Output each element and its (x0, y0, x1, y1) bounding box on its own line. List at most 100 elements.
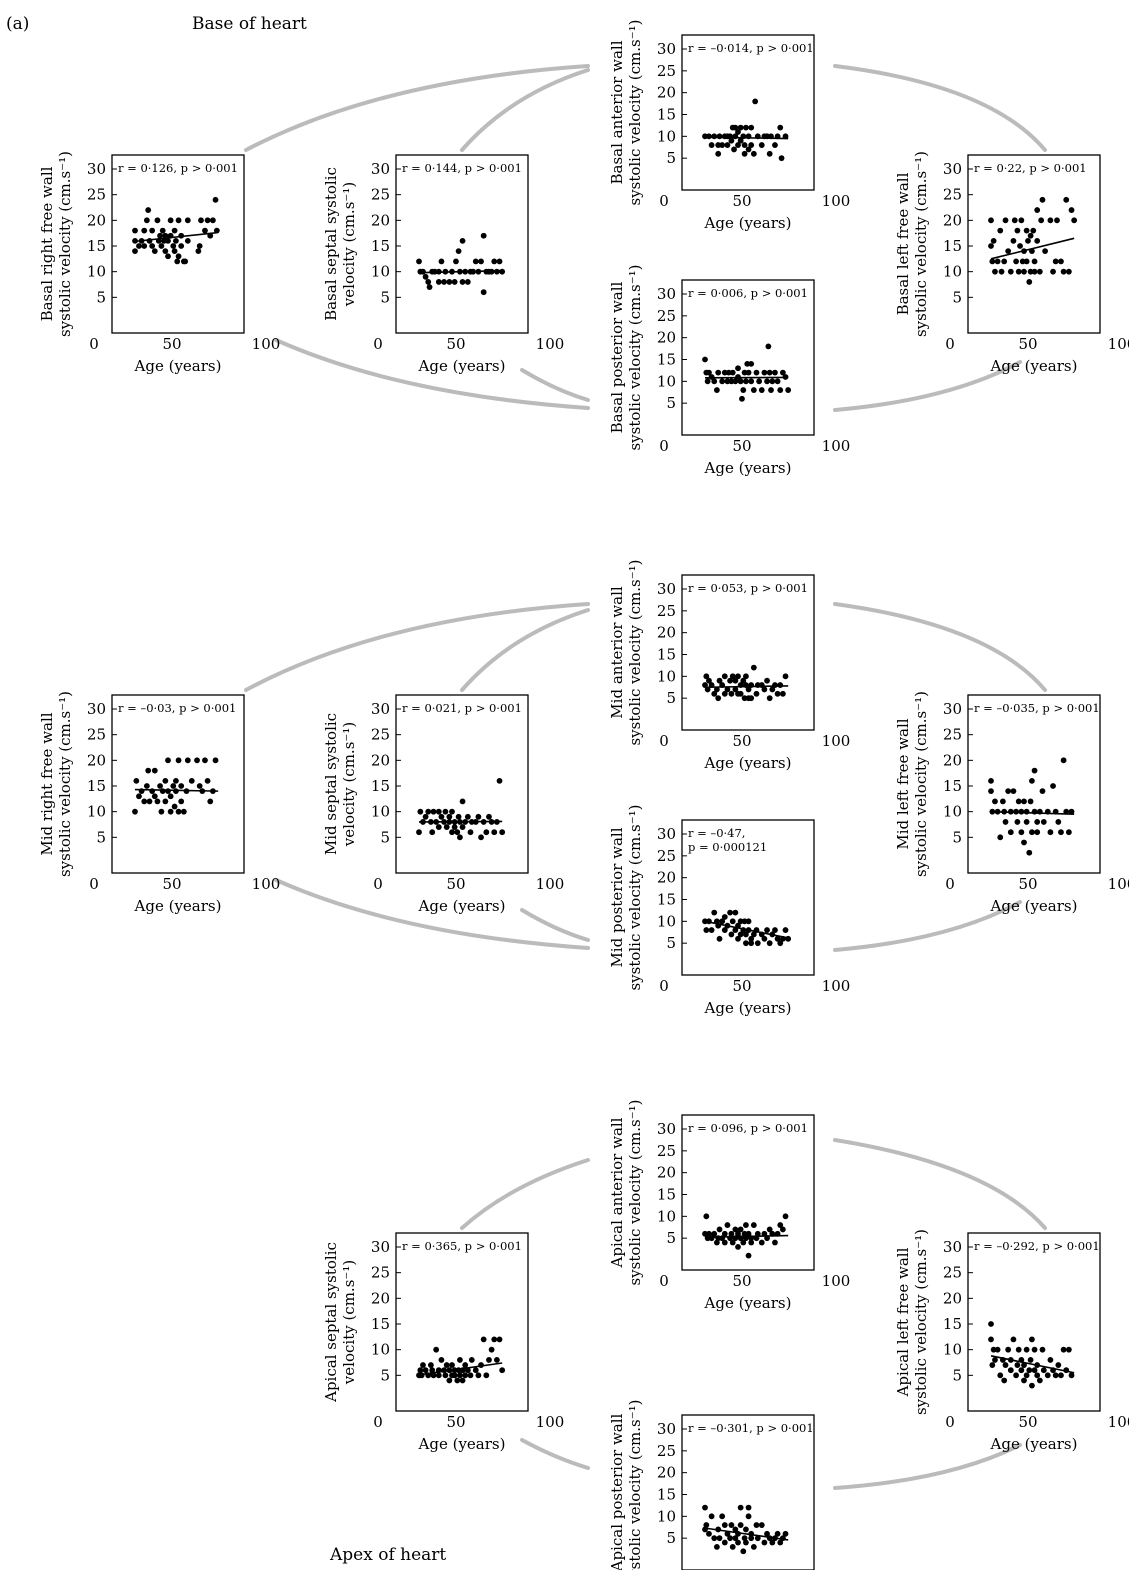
data-point (735, 142, 741, 148)
data-point (989, 808, 996, 815)
scatter-chart-mid-rfw: 5 10 15 20 25 30 0 50 100 Age (years) Mid right fr… (38, 691, 280, 915)
data-point (743, 931, 749, 938)
y-tick-label: 25 (371, 1264, 390, 1282)
data-point (459, 279, 466, 285)
x-axis-label: Age (years) (704, 1294, 792, 1312)
data-point (997, 227, 1004, 234)
data-point (499, 1367, 506, 1374)
x-tick-label: 0 (659, 192, 669, 210)
data-point (764, 927, 770, 933)
y-axis-label: Apical posterior wall (608, 1413, 626, 1570)
data-point (435, 824, 442, 830)
data-point (777, 682, 784, 688)
data-point (171, 803, 178, 810)
data-point (779, 690, 786, 697)
scatter-chart-apical-lfw: 5 10 15 20 25 30 0 50 100 Age (years) Apical left … (894, 1229, 1129, 1453)
connector-arc (833, 1443, 1022, 1490)
data-point (438, 813, 445, 820)
data-point (1018, 217, 1025, 224)
data-point (149, 788, 156, 795)
data-point (745, 1230, 752, 1237)
y-tick-label: 15 (657, 1186, 676, 1204)
data-point (1052, 808, 1059, 815)
data-point (988, 777, 994, 784)
scatter-chart-mid-lfw: 5 10 15 20 25 30 0 50 100 Age (years) Mid left fre… (894, 691, 1129, 915)
data-point (1007, 808, 1014, 815)
data-point (491, 829, 498, 836)
data-point (178, 798, 185, 805)
data-point (443, 1362, 450, 1368)
data-point (1065, 268, 1072, 275)
data-point (464, 813, 471, 820)
data-point (743, 124, 749, 131)
data-point (774, 1530, 781, 1537)
data-point (1068, 1372, 1075, 1379)
data-point (732, 378, 739, 385)
data-point (774, 378, 781, 385)
data-point (1023, 819, 1030, 825)
data-point (1023, 258, 1030, 265)
x-tick-label: 100 (822, 732, 851, 750)
y-axis-label: systolic velocity (cm.s⁻¹) (626, 559, 644, 745)
y-tick-label: 25 (657, 1442, 676, 1460)
data-point (493, 268, 500, 275)
x-tick-label: 50 (732, 437, 751, 455)
y-tick-label: 20 (657, 84, 676, 102)
data-point (702, 1504, 708, 1511)
data-point (435, 808, 442, 815)
data-point (136, 793, 142, 800)
data-point (994, 258, 1001, 265)
y-tick-label: 25 (943, 726, 962, 744)
data-point (420, 1362, 426, 1368)
y-tick-label: 25 (87, 186, 106, 204)
data-point (1050, 783, 1056, 789)
data-point (703, 1213, 710, 1220)
data-point (756, 378, 763, 385)
scatter-chart-mid-anterior: 5 10 15 20 25 30 0 50 100 Age (years) Mid anterior… (608, 559, 850, 772)
data-point (1027, 232, 1034, 239)
y-tick-label: 20 (943, 1289, 962, 1307)
data-point (708, 142, 715, 148)
data-point (750, 150, 757, 157)
data-point (202, 757, 208, 764)
x-tick-label: 0 (659, 732, 669, 750)
data-point (151, 793, 158, 800)
x-axis-label: Age (years) (990, 357, 1078, 375)
x-tick-label: 0 (945, 335, 955, 353)
data-point (1054, 217, 1060, 224)
y-axis-label: systolic velocity (cm.s⁻¹) (56, 691, 74, 877)
y-tick-label: 20 (657, 624, 676, 642)
data-point (138, 237, 145, 244)
y-axis-label: Basal left free wall (894, 172, 912, 315)
x-tick-label: 100 (252, 335, 281, 353)
data-point (735, 1244, 741, 1250)
data-point (486, 1357, 492, 1363)
data-point (998, 268, 1005, 275)
data-point (145, 207, 152, 213)
y-tick-label: 20 (87, 751, 106, 769)
data-point (420, 268, 426, 275)
data-point (443, 824, 450, 830)
data-point (716, 935, 723, 942)
data-point (175, 217, 182, 224)
data-point (480, 819, 487, 825)
data-point (1010, 788, 1017, 795)
data-point (743, 1222, 749, 1228)
y-tick-label: 20 (657, 329, 676, 347)
plot-frame (967, 694, 1101, 874)
x-axis-label: Age (years) (704, 459, 792, 477)
y-tick-label: 30 (943, 1238, 962, 1256)
y-axis-label: Apical anterior wall (608, 1117, 626, 1268)
data-point (170, 783, 177, 789)
data-point (155, 237, 162, 244)
data-point (1018, 829, 1025, 836)
data-point (212, 757, 219, 764)
data-point (1060, 1346, 1067, 1353)
data-point (1055, 1362, 1062, 1368)
data-point (748, 695, 755, 702)
y-tick-label: 5 (380, 1366, 390, 1384)
data-point (1013, 808, 1019, 815)
data-point (165, 757, 171, 764)
y-tick-label: 25 (943, 186, 962, 204)
y-axis-label: Basal right free wall (38, 166, 56, 321)
